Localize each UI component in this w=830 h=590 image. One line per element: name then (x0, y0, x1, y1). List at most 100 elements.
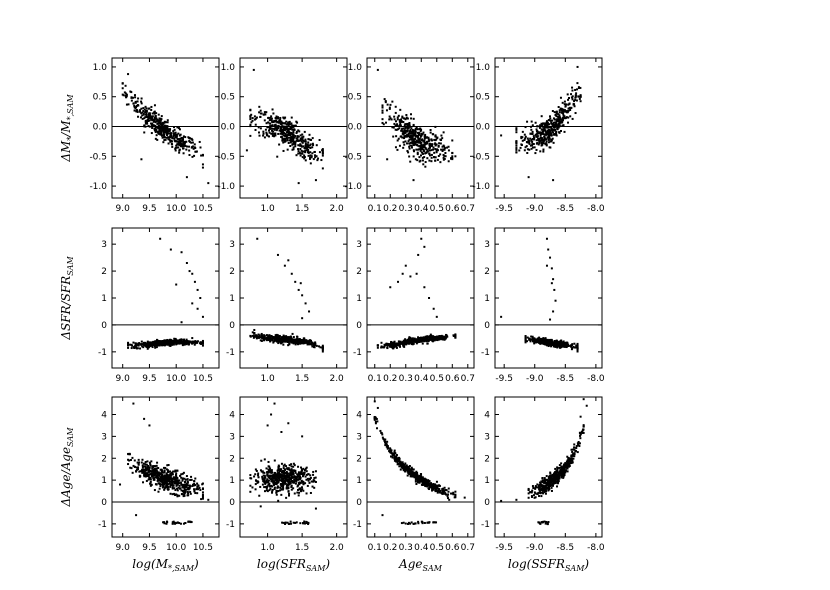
data-point (301, 475, 304, 478)
data-point (140, 158, 143, 161)
data-point (285, 120, 288, 123)
data-point (157, 122, 160, 125)
y-tick-label: -0.5 (472, 152, 490, 162)
data-point (284, 133, 287, 136)
data-point (187, 492, 190, 495)
data-point (142, 346, 145, 349)
panel-r0-c1: 1.00.50.0-0.5-1.01.0 1.5 2.0 (217, 57, 348, 214)
data-point (406, 130, 409, 133)
y-tick-label: 1.0 (348, 63, 363, 73)
data-point (156, 138, 159, 141)
data-point (147, 470, 150, 473)
data-point (268, 126, 271, 129)
data-point (138, 342, 141, 345)
data-point (158, 130, 161, 133)
data-point (553, 111, 556, 114)
data-point (451, 155, 454, 158)
data-point (305, 473, 308, 476)
data-point (295, 479, 298, 482)
data-point (289, 473, 292, 476)
data-point (172, 135, 175, 138)
data-point (451, 158, 454, 161)
data-point (297, 494, 300, 497)
data-point (155, 467, 158, 470)
data-point (548, 137, 551, 140)
data-point (557, 344, 560, 347)
data-point (539, 150, 542, 153)
data-point (263, 136, 266, 139)
data-point (545, 122, 548, 125)
data-point (305, 339, 308, 342)
data-point (135, 470, 138, 473)
data-point (179, 474, 182, 477)
data-point (171, 486, 174, 489)
data-point (150, 472, 153, 475)
data-point (442, 131, 445, 134)
data-point (403, 340, 406, 343)
data-point (423, 135, 426, 138)
data-point (268, 477, 271, 480)
data-point (418, 156, 421, 159)
data-point (276, 338, 279, 341)
data-point (544, 341, 547, 344)
data-point (155, 476, 158, 479)
data-point (268, 135, 271, 138)
data-point (314, 481, 317, 484)
data-point (282, 134, 285, 137)
data-point (545, 237, 548, 240)
data-point (527, 140, 530, 143)
data-point (413, 141, 416, 144)
data-point (321, 350, 324, 353)
data-point (291, 332, 294, 335)
data-point (571, 86, 574, 89)
data-point (150, 343, 153, 346)
data-point (426, 157, 429, 160)
data-point (201, 493, 204, 496)
data-point (275, 490, 278, 493)
data-point (278, 338, 281, 341)
data-point (304, 149, 307, 152)
data-point (562, 340, 565, 343)
data-point (408, 130, 411, 133)
data-point (152, 471, 155, 474)
data-point (515, 127, 518, 130)
data-point (279, 479, 282, 482)
data-point (166, 121, 169, 124)
data-point (188, 149, 191, 152)
data-point (288, 120, 291, 123)
data-point (160, 340, 163, 343)
data-point (290, 140, 293, 143)
data-point (571, 343, 574, 346)
data-point (273, 459, 276, 462)
data-point (537, 338, 540, 341)
data-point (573, 100, 576, 103)
data-point (144, 461, 147, 464)
data-point (303, 520, 306, 523)
data-point (392, 126, 395, 129)
data-point (396, 123, 399, 126)
data-point (376, 346, 379, 349)
data-point (134, 107, 137, 110)
data-point (121, 87, 124, 90)
data-point (519, 146, 522, 149)
data-point (543, 340, 546, 343)
data-point (545, 126, 548, 129)
data-point (565, 103, 568, 106)
data-point (260, 334, 263, 337)
data-point (191, 337, 194, 340)
data-point (301, 340, 304, 343)
data-point (559, 340, 562, 343)
data-point (302, 483, 305, 486)
data-point (388, 107, 391, 110)
data-point (271, 471, 274, 474)
data-point (163, 488, 166, 491)
data-point (409, 160, 412, 163)
data-point (285, 475, 288, 478)
data-point (451, 157, 454, 160)
data-point (285, 496, 288, 499)
data-point (537, 143, 540, 146)
data-point (417, 253, 420, 256)
data-point (166, 464, 169, 467)
data-point (403, 117, 406, 120)
data-point (172, 480, 175, 483)
